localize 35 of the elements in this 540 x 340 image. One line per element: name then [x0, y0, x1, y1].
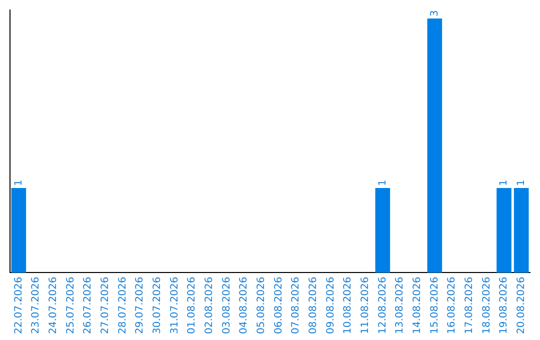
x-tick-label: 24.07.2026 — [48, 276, 59, 334]
x-tick-label: 08.08.2026 — [308, 276, 319, 334]
x-tick-label: 14.08.2026 — [412, 276, 423, 334]
data-label: 1 — [13, 180, 24, 186]
data-label: 1 — [516, 180, 527, 186]
x-tick-label: 22.07.2026 — [13, 276, 24, 334]
x-tick-label: 06.08.2026 — [273, 276, 284, 334]
x-tick-label: 27.07.2026 — [100, 276, 111, 334]
x-tick-label: 30.07.2026 — [152, 276, 163, 334]
x-tick-label: 04.08.2026 — [238, 276, 250, 334]
data-label: 1 — [498, 180, 510, 186]
x-tick-label: 05.08.2026 — [256, 276, 267, 334]
x-tick-label: 18.08.2026 — [481, 276, 492, 334]
x-tick-label: 23.07.2026 — [30, 276, 42, 334]
x-tick-label: 19.08.2026 — [498, 276, 510, 334]
x-tick-label: 11.08.2026 — [360, 276, 371, 334]
x-tick-label: 29.07.2026 — [134, 276, 146, 334]
x-tick-label: 26.07.2026 — [82, 276, 94, 334]
x-tick-label: 02.08.2026 — [204, 276, 215, 334]
x-tick-label: 15.08.2026 — [429, 276, 440, 334]
x-tick-label: 16.08.2026 — [446, 276, 458, 334]
x-tick-label: 07.08.2026 — [290, 276, 302, 334]
x-tick-label: 25.07.2026 — [65, 276, 76, 334]
x-tick-label: 10.08.2026 — [342, 276, 354, 334]
x-tick-label: 03.08.2026 — [221, 276, 232, 334]
x-tick-label: 28.07.2026 — [117, 276, 128, 334]
x-tick-label: 31.07.2026 — [169, 276, 180, 334]
data-label: 3 — [429, 10, 440, 16]
x-tick-label: 12.08.2026 — [377, 276, 388, 334]
x-tick-label: 17.08.2026 — [464, 276, 475, 334]
data-label: 1 — [377, 180, 388, 186]
x-tick-label: 09.08.2026 — [325, 276, 336, 334]
x-tick-label: 20.08.2026 — [516, 276, 527, 334]
x-tick-label: 13.08.2026 — [394, 276, 406, 334]
x-tick-label: 01.08.2026 — [186, 276, 198, 334]
